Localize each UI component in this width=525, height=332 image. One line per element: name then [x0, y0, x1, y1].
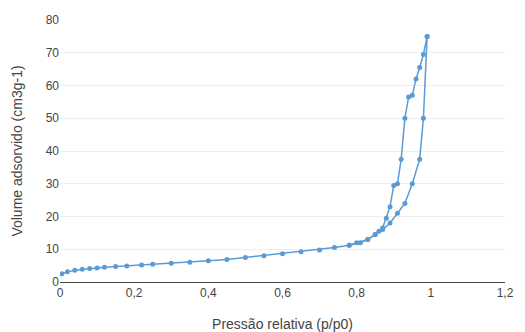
svg-text:60: 60	[46, 79, 60, 93]
svg-text:1: 1	[427, 286, 434, 300]
svg-text:10: 10	[46, 242, 60, 256]
svg-text:50: 50	[46, 111, 60, 125]
svg-text:0,8: 0,8	[348, 286, 365, 300]
svg-text:80: 80	[46, 13, 60, 27]
svg-text:Pressão relativa (p/p0): Pressão relativa (p/p0)	[212, 316, 353, 332]
svg-text:30: 30	[46, 177, 60, 191]
svg-text:0: 0	[52, 275, 59, 289]
svg-text:0,2: 0,2	[126, 286, 143, 300]
svg-text:0,4: 0,4	[200, 286, 217, 300]
svg-text:40: 40	[46, 144, 60, 158]
svg-text:70: 70	[46, 46, 60, 60]
svg-text:Volume adsorvido (cm3g-1): Volume adsorvido (cm3g-1)	[9, 65, 25, 236]
svg-text:0,6: 0,6	[274, 286, 291, 300]
svg-text:1,2: 1,2	[497, 286, 514, 300]
svg-text:0: 0	[57, 286, 64, 300]
svg-text:20: 20	[46, 210, 60, 224]
